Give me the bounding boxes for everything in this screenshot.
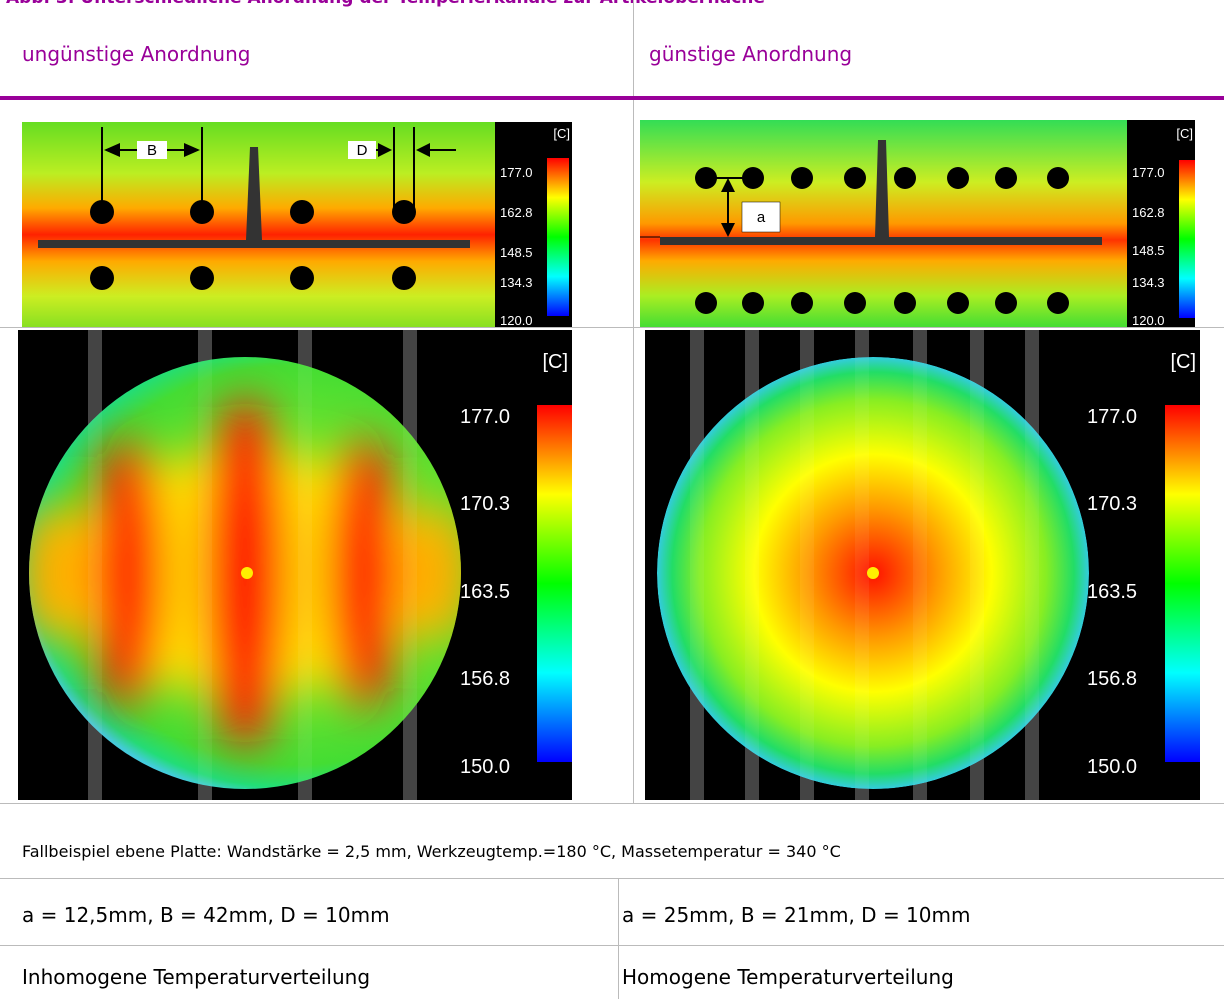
colorbar-label: 163.5 (1087, 581, 1137, 603)
dimension-label: a (757, 209, 766, 226)
sprue (246, 147, 262, 240)
dimension-label: D (357, 142, 368, 159)
unit: [C] (1176, 126, 1193, 141)
colorbar-label: 150.0 (460, 756, 510, 778)
dimension-label: B (147, 142, 157, 159)
unit: [C] (1170, 351, 1196, 373)
colorbar-label: 134.3 (500, 275, 533, 290)
colorbar-label: 148.5 (500, 245, 533, 260)
divider (0, 803, 1224, 804)
divider (0, 945, 1224, 946)
cell: Inhomogene Temperaturverteilung (22, 965, 371, 989)
unit: [C] (542, 351, 568, 373)
simulation-image: [C] 177.0 170.3 163.5 156.8 150.0 (645, 330, 1200, 800)
colorbar-label: 177.0 (460, 406, 510, 428)
figure-title: Abb. 3: Unterschiedliche Anordnung der T… (6, 0, 765, 8)
cell: a = 12,5mm, B = 42mm, D = 10mm (22, 903, 390, 927)
colorbar-label: 162.8 (1132, 205, 1165, 220)
colorbar-label: 177.0 (1132, 165, 1165, 180)
simulation-image: [C] 177.0 170.3 163.5 156.8 150.0 (18, 330, 572, 800)
colorbar-label: 148.5 (1132, 243, 1165, 258)
colorbar-label: 120.0 (1132, 313, 1165, 327)
header-rule (0, 96, 1224, 100)
cell: Homogene Temperaturverteilung (622, 965, 954, 989)
colorbar (537, 405, 572, 762)
divider (0, 327, 1224, 328)
colorbar-label: 170.3 (1087, 493, 1137, 515)
colorbar-label: 170.3 (460, 493, 510, 515)
colorbar-label: 177.0 (1087, 406, 1137, 428)
colorbar-label: 134.3 (1132, 275, 1165, 290)
colorbar-label: 156.8 (460, 668, 510, 690)
simulation-image: a [C] 177.0 162.8 148.5 134.3 120.0 (640, 120, 1195, 327)
cooling-channels (90, 200, 416, 290)
colorbar-label: 156.8 (1087, 668, 1137, 690)
caption: Fallbeispiel ebene Platte: Wandstärke = … (22, 842, 841, 861)
colorbar-label: 163.5 (460, 581, 510, 603)
plate (660, 237, 1102, 245)
simulation-image: B D [C] 177.0 162.8 148.5 134.3 120.0 (22, 122, 572, 327)
plate (38, 240, 470, 248)
colorbar (1165, 405, 1200, 762)
colorbar (1179, 160, 1195, 318)
colorbar-label: 177.0 (500, 165, 533, 180)
cooling-channels (695, 167, 1069, 314)
divider (618, 878, 619, 999)
colorbar-label: 120.0 (500, 313, 533, 327)
unit: [C] (553, 126, 570, 141)
colorbar-label: 150.0 (1087, 756, 1137, 778)
sprue (875, 140, 889, 237)
column-header: günstige Anordnung (649, 42, 853, 66)
cell: a = 25mm, B = 21mm, D = 10mm (622, 903, 971, 927)
colorbar (547, 158, 569, 316)
column-header: ungünstige Anordnung (22, 42, 251, 66)
divider (633, 0, 634, 803)
colorbar-label: 162.8 (500, 205, 533, 220)
divider (0, 878, 1224, 879)
